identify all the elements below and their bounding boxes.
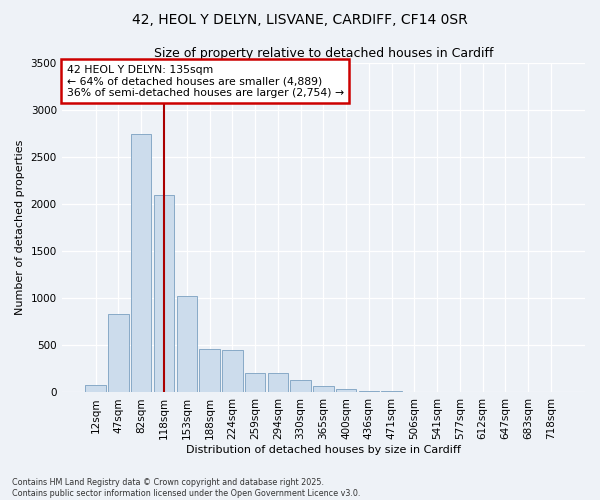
Y-axis label: Number of detached properties: Number of detached properties (15, 140, 25, 316)
Bar (154, 195, 174, 392)
Text: 42, HEOL Y DELYN, LISVANE, CARDIFF, CF14 0SR: 42, HEOL Y DELYN, LISVANE, CARDIFF, CF14… (132, 12, 468, 26)
Bar (245, 372, 265, 392)
Bar (336, 389, 356, 392)
Bar (268, 372, 288, 392)
Title: Size of property relative to detached houses in Cardiff: Size of property relative to detached ho… (154, 48, 493, 60)
Bar (131, 134, 151, 392)
Bar (290, 380, 311, 392)
Bar (176, 296, 197, 392)
Bar (108, 314, 129, 392)
X-axis label: Distribution of detached houses by size in Cardiff: Distribution of detached houses by size … (186, 445, 461, 455)
Text: 42 HEOL Y DELYN: 135sqm
← 64% of detached houses are smaller (4,889)
36% of semi: 42 HEOL Y DELYN: 135sqm ← 64% of detache… (67, 64, 344, 98)
Bar (313, 386, 334, 392)
Bar (359, 391, 379, 392)
Bar (85, 386, 106, 392)
Bar (222, 350, 242, 393)
Bar (199, 349, 220, 393)
Text: Contains HM Land Registry data © Crown copyright and database right 2025.
Contai: Contains HM Land Registry data © Crown c… (12, 478, 361, 498)
